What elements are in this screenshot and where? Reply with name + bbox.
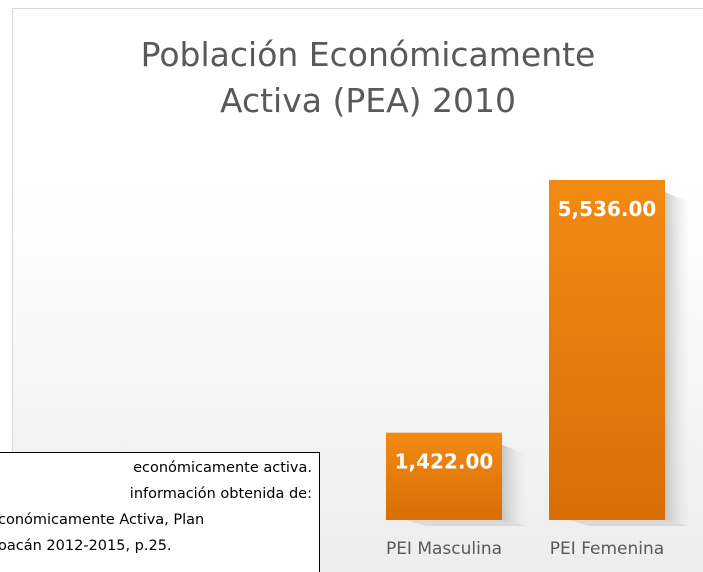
text-line: oacán 2012-2015, p.25. [0, 538, 172, 554]
x-tick-label: PEI Femenina [550, 539, 664, 559]
chart-title: Población Económicamente Activa (PEA) 20… [140, 35, 596, 120]
bar-shadow [665, 192, 689, 526]
bar-shadow [569, 520, 689, 526]
x-tick-label: PEI Masculina [386, 539, 502, 559]
text-line: económicamente activa. [133, 460, 312, 476]
text-line: información obtenida de: [130, 486, 312, 502]
bar [386, 432, 502, 520]
bar [549, 180, 665, 520]
text-box [0, 452, 320, 572]
bar-shadow [502, 444, 526, 526]
text-line: conómicamente Activa, Plan [0, 512, 204, 528]
data-label: 1,422.00 [395, 450, 494, 474]
bar-shadow [406, 520, 526, 526]
data-label: 5,536.00 [558, 197, 657, 221]
